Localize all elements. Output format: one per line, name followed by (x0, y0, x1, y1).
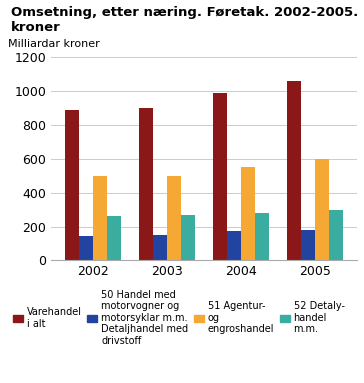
Bar (93, 176, 107, 260)
Bar (241, 167, 255, 260)
Bar (139, 108, 153, 260)
Bar (301, 230, 315, 260)
Bar (315, 159, 329, 260)
Bar (65, 110, 79, 260)
Bar (181, 215, 195, 260)
Bar (255, 213, 269, 260)
Bar (227, 231, 241, 260)
Bar (213, 93, 227, 260)
Bar (79, 236, 93, 260)
Bar (153, 235, 167, 260)
Text: Milliardar kroner: Milliardar kroner (8, 39, 100, 49)
Bar (107, 216, 121, 260)
Bar (167, 176, 181, 260)
Bar (329, 210, 343, 260)
Legend: Varehandel
i alt, 50 Handel med
motorvogner og
motorsyklar m.m.
Detaljhandel med: Varehandel i alt, 50 Handel med motorvog… (13, 290, 345, 346)
Bar (286, 81, 301, 260)
Text: Omsetning, etter næring. Føretak. 2002-2005. Milliardar
kroner: Omsetning, etter næring. Føretak. 2002-2… (11, 6, 364, 34)
